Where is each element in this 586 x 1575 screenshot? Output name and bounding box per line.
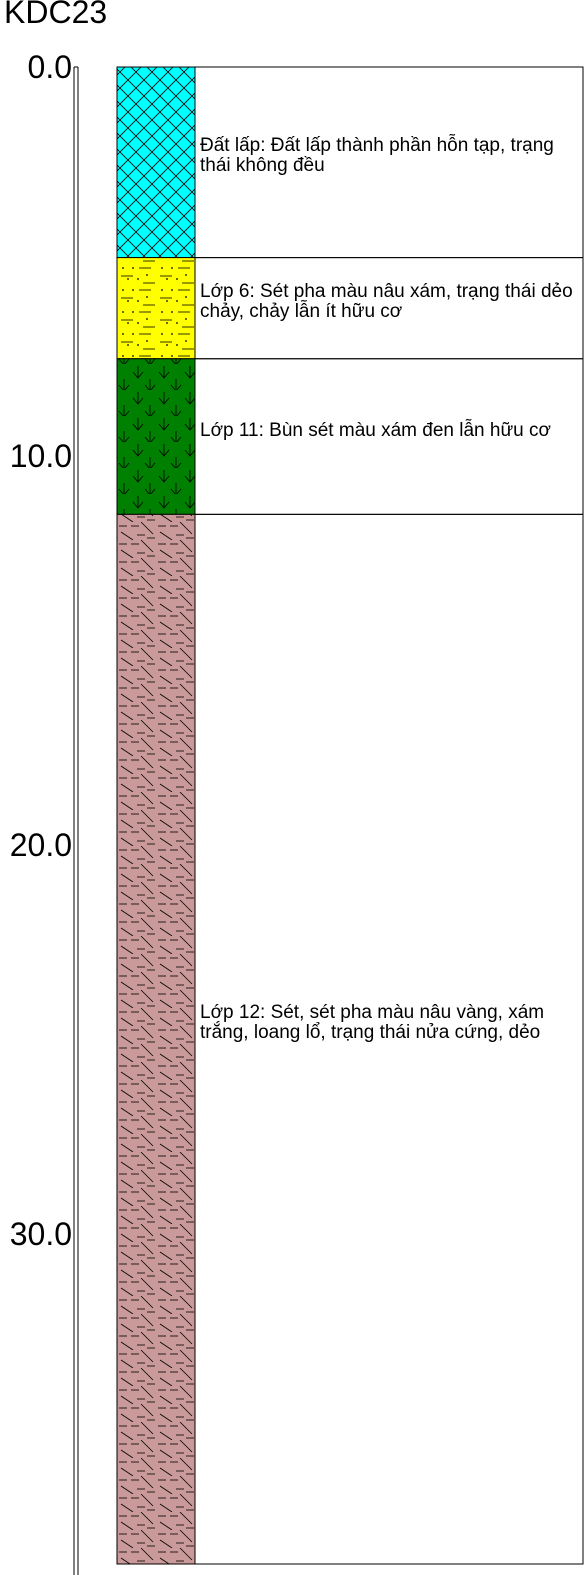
layer-description-fill: Đất lấp: Đất lấp thành phần hỗn tạp, trạ… [200, 135, 554, 177]
depth-tick-label: 0.0 [27, 49, 72, 85]
layer-description-layer-12: Lớp 12: Sét, sét pha màu nâu vàng, xám t… [200, 1002, 545, 1044]
layer-pattern-layer-12 [116, 513, 196, 1565]
layer-description-layer-6: Lớp 6: Sét pha màu nâu xám, trạng thái d… [200, 281, 573, 323]
depth-tick-label: 30.0 [9, 1216, 72, 1252]
layer-description-box-layer-12 [194, 513, 584, 1565]
depth-tick-label: 10.0 [9, 438, 72, 474]
layer-pattern-layer-11 [116, 358, 196, 515]
layer-pattern-fill [116, 66, 196, 259]
depth-tick-label: 20.0 [9, 827, 72, 863]
soil-layers [116, 66, 584, 1565]
layer-pattern-layer-6 [116, 257, 196, 360]
layer-description-layer-11: Lớp 11: Bùn sét màu xám đen lẫn hữu cơ [200, 419, 551, 441]
borehole-title: KDC23 [4, 0, 108, 30]
